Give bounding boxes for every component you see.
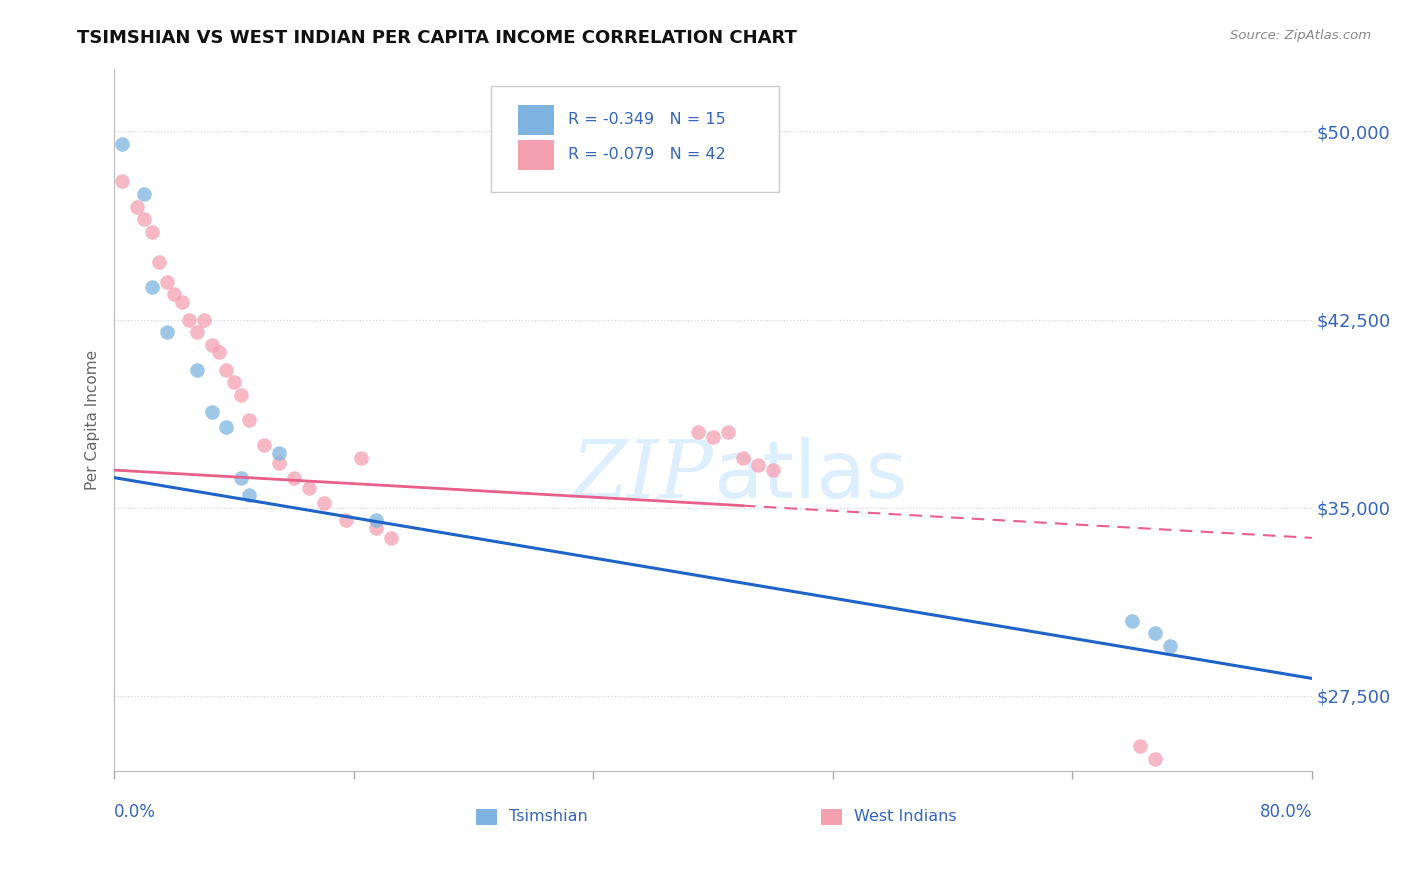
Point [380, 531, 402, 545]
Point [177, 312, 200, 326]
Point [731, 450, 754, 465]
Point [1129, 739, 1152, 754]
Point [762, 463, 785, 477]
Point [267, 445, 290, 459]
Point [222, 376, 245, 390]
Point [155, 275, 177, 289]
Text: R = -0.079   N = 42: R = -0.079 N = 42 [568, 147, 725, 162]
Text: 0.0%: 0.0% [114, 803, 156, 821]
Point [335, 513, 357, 527]
Point [208, 345, 231, 359]
Point [238, 413, 260, 427]
Point [193, 312, 215, 326]
Point [298, 481, 321, 495]
Point [350, 450, 373, 465]
Point [215, 362, 238, 376]
Point [231, 388, 253, 402]
Text: ZIP: ZIP [571, 437, 713, 515]
Point [747, 458, 769, 472]
Point [702, 430, 724, 444]
FancyBboxPatch shape [517, 140, 554, 169]
Text: R = -0.349   N = 15: R = -0.349 N = 15 [568, 112, 725, 128]
Text: TSIMSHIAN VS WEST INDIAN PER CAPITA INCOME CORRELATION CHART: TSIMSHIAN VS WEST INDIAN PER CAPITA INCO… [77, 29, 797, 46]
Point [111, 136, 134, 151]
Point [366, 513, 388, 527]
Point [1159, 639, 1181, 653]
Text: West Indians: West Indians [855, 809, 957, 824]
Point [200, 405, 222, 419]
Point [1121, 614, 1143, 628]
Point [1143, 626, 1166, 640]
Point [238, 488, 260, 502]
Point [717, 425, 740, 440]
Text: Tsimshian: Tsimshian [509, 809, 588, 824]
Point [1143, 752, 1166, 766]
Point [163, 287, 186, 301]
Point [231, 470, 253, 484]
Point [253, 438, 276, 452]
Point [186, 362, 208, 376]
Point [215, 420, 238, 434]
FancyBboxPatch shape [475, 809, 498, 825]
Point [186, 325, 208, 339]
Point [267, 456, 290, 470]
Point [125, 200, 148, 214]
FancyBboxPatch shape [492, 87, 779, 192]
Point [134, 187, 156, 202]
Point [366, 521, 388, 535]
Text: atlas: atlas [713, 437, 907, 515]
FancyBboxPatch shape [821, 809, 842, 825]
Point [200, 337, 222, 351]
Text: 80.0%: 80.0% [1260, 803, 1312, 821]
Text: Source: ZipAtlas.com: Source: ZipAtlas.com [1230, 29, 1371, 42]
Point [141, 225, 163, 239]
Point [686, 425, 709, 440]
Point [141, 280, 163, 294]
Point [283, 470, 305, 484]
Point [170, 294, 193, 309]
Point [148, 254, 170, 268]
Point [111, 174, 134, 188]
FancyBboxPatch shape [517, 105, 554, 135]
Point [155, 325, 177, 339]
Y-axis label: Per Capita Income: Per Capita Income [86, 350, 100, 490]
Point [134, 212, 156, 227]
Point [312, 496, 335, 510]
